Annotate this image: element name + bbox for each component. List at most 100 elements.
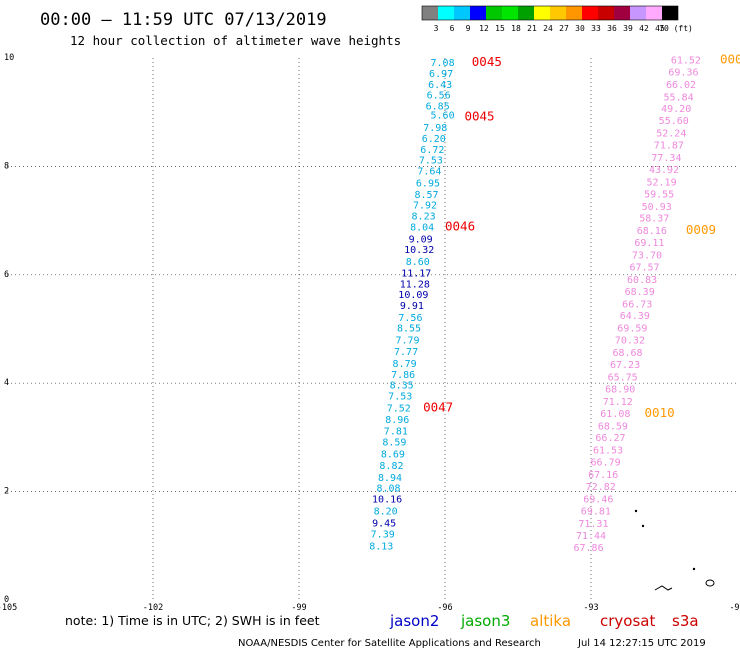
wave-height-label: 9.09 (409, 234, 433, 245)
wave-height-label: 70.32 (615, 336, 645, 347)
legend-tick: 36 (607, 24, 617, 33)
wave-height-label: 9.91 (400, 301, 424, 312)
wave-height-label: 61.08 (600, 409, 630, 420)
wave-height-label: 72.82 (586, 482, 616, 493)
wave-height-label: 6.43 (428, 80, 452, 91)
wave-height-label: 6.20 (422, 134, 446, 145)
wave-height-label: 8.55 (397, 324, 421, 335)
wave-height-label: 7.77 (394, 347, 418, 358)
wave-height-label: 50.93 (642, 202, 672, 213)
y-tick-label: 4 (4, 378, 9, 388)
wave-height-label: 67.16 (588, 470, 618, 481)
wave-height-label: 8.57 (414, 190, 438, 201)
y-tick-label: 8 (4, 161, 9, 171)
legend-swatch (550, 6, 566, 20)
time-tag: 0047 (423, 399, 453, 414)
legend-swatch (614, 6, 630, 20)
wave-height-label: 55.60 (659, 116, 689, 127)
wave-height-label: 69.11 (634, 238, 664, 249)
track-jason: 7.086.976.436.566.855.607.986.206.727.53… (369, 54, 502, 552)
wave-height-label: 68.90 (605, 384, 635, 395)
wave-height-label: 61.53 (593, 446, 623, 457)
y-tick-label: 6 (4, 270, 9, 280)
legend-swatch (422, 6, 438, 20)
wave-height-label: 7.39 (371, 530, 395, 541)
y-tick-label: 10 (4, 53, 14, 63)
x-tick-label: -105 (0, 603, 17, 613)
wave-height-label: 66.02 (666, 80, 696, 91)
wave-height-label: 64.39 (620, 311, 650, 322)
legend-swatch (534, 6, 550, 20)
wave-height-label: 67.57 (629, 262, 659, 273)
wave-height-label: 7.52 (387, 403, 411, 414)
x-tick-label: -102 (143, 603, 163, 613)
wave-height-label: 7.08 (431, 58, 455, 69)
x-tick-label: -93 (583, 603, 598, 613)
wave-height-label: 7.81 (384, 427, 408, 438)
legend-swatch (566, 6, 582, 20)
wave-height-label: 73.70 (632, 251, 662, 262)
time-tag: 0045 (464, 108, 494, 123)
wave-height-label: 7.53 (388, 391, 412, 402)
wave-height-label: 68.68 (612, 348, 642, 359)
wave-height-label: 8.08 (376, 484, 400, 495)
legend-tick: 30 (575, 24, 585, 33)
page-subtitle: 12 hour collection of altimeter wave hei… (70, 33, 401, 48)
wave-height-label: 6.95 (416, 178, 440, 189)
y-tick-label: 2 (4, 487, 9, 497)
satellite-jason2: jason2 (389, 612, 439, 630)
wave-height-label: 8.60 (406, 257, 430, 268)
wave-height-label: 68.59 (598, 421, 628, 432)
legend-swatch (454, 6, 470, 20)
legend-tick: 15 (495, 24, 505, 33)
satellite-altika: altika (530, 612, 571, 630)
wave-height-label: 55.84 (664, 92, 694, 103)
time-tag: 0010 (645, 405, 675, 420)
wave-height-label: 6.85 (426, 101, 450, 112)
island-dot (641, 524, 645, 528)
wave-height-label: 8.79 (393, 359, 417, 370)
wave-height-label: 60.83 (627, 275, 657, 286)
wave-height-label: 8.20 (374, 506, 398, 517)
wave-height-label: 10.32 (404, 245, 434, 256)
wave-height-label: 8.69 (381, 449, 405, 460)
legend-swatch (518, 6, 534, 20)
legend-tick: 12 (479, 24, 489, 33)
legend-swatch (486, 6, 502, 20)
wave-height-label: 77.34 (651, 153, 681, 164)
wave-height-label: 8.04 (410, 222, 434, 233)
wave-height-label: 71.44 (576, 531, 606, 542)
wave-height-label: 52.24 (656, 129, 686, 140)
wave-height-label: 7.53 (419, 156, 443, 167)
wave-height-label: 7.92 (413, 201, 437, 212)
wave-height-label: 52.19 (647, 177, 677, 188)
x-tick-label: -96 (437, 603, 452, 613)
time-tag: 0045 (472, 54, 502, 69)
wave-height-label: 71.31 (578, 519, 608, 530)
legend-swatch (582, 6, 598, 20)
x-tick-label: -90 (729, 603, 740, 613)
satellite-s3a: s3a (672, 612, 699, 630)
wave-height-label: 69.81 (581, 506, 611, 517)
wave-height-label: 8.59 (382, 438, 406, 449)
wave-height-label: 9.45 (372, 518, 396, 529)
wave-height-label: 11.17 (401, 268, 431, 279)
wave-height-label: 8.94 (378, 473, 402, 484)
wave-height-label: 61.52 (671, 55, 701, 66)
wave-height-label: 6.72 (420, 145, 444, 156)
satellite-cryosat: cryosat (600, 612, 655, 630)
wave-height-label: 66.27 (595, 433, 625, 444)
wave-height-label: 8.23 (412, 212, 436, 223)
island-dot (634, 509, 638, 513)
wave-height-label: 7.64 (417, 167, 441, 178)
wave-height-label: 49.20 (661, 104, 691, 115)
legend-tick: 39 (623, 24, 633, 33)
legend-tick: 21 (527, 24, 537, 33)
note-text: note: 1) Time is in UTC; 2) SWH is in fe… (65, 613, 320, 628)
wave-height-label: 7.98 (423, 123, 447, 134)
wave-height-label: 7.86 (391, 370, 415, 381)
wave-height-label: 5.60 (431, 111, 455, 122)
wave-height-label: 8.96 (385, 415, 409, 426)
